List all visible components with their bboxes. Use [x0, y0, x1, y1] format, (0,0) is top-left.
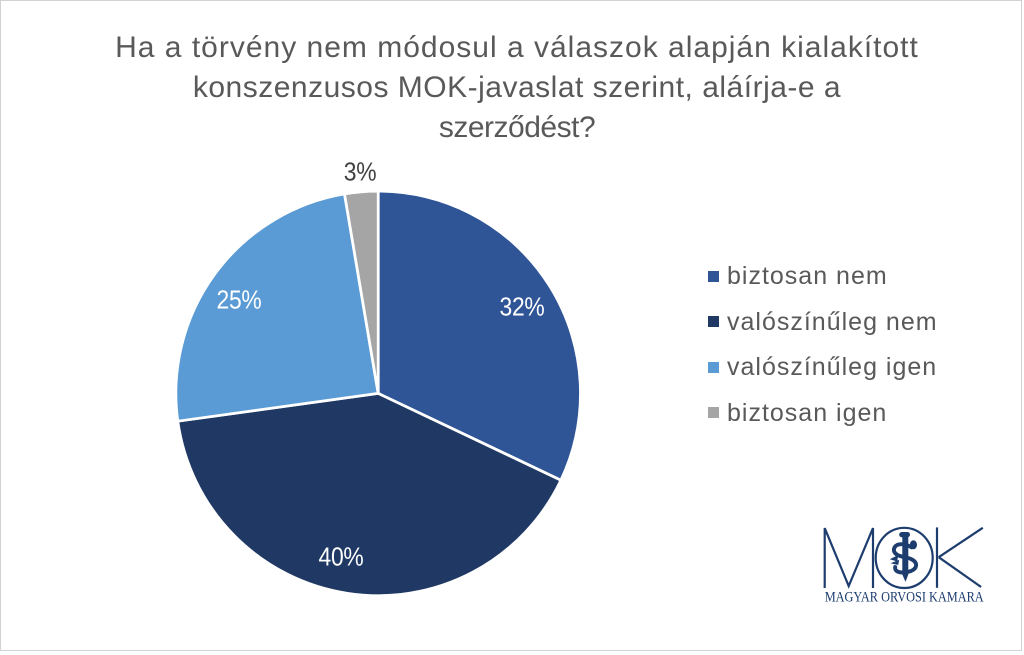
svg-text:MAGYAR ORVOSI KAMARA: MAGYAR ORVOSI KAMARA: [825, 590, 984, 606]
